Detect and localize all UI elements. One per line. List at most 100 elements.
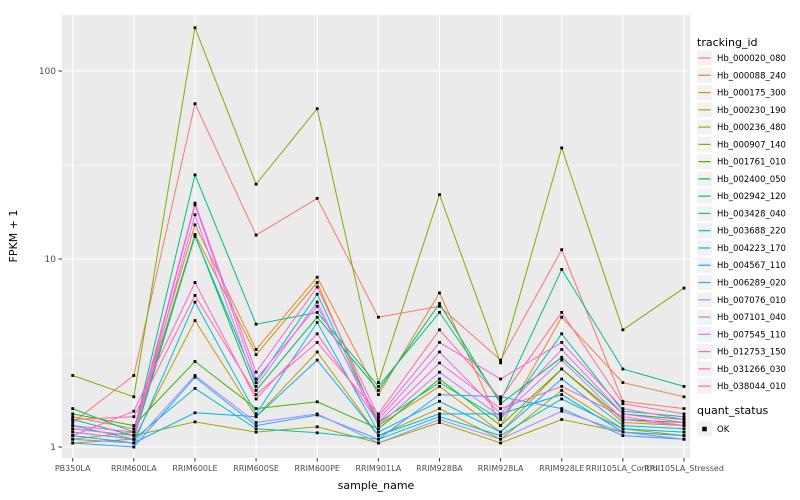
legend-item-label: Hb_001761_010 xyxy=(717,158,786,168)
legend-item-Hb_002400_050: Hb_002400_050 xyxy=(697,171,786,187)
data-point xyxy=(621,434,625,437)
data-point xyxy=(438,399,441,403)
x-tick-label: RRIM600PE xyxy=(294,464,340,473)
data-point xyxy=(254,412,258,416)
data-point xyxy=(71,441,75,445)
data-point xyxy=(621,412,625,416)
data-point xyxy=(438,421,441,424)
data-point xyxy=(499,415,502,419)
legend-item-Hb_000907_140: Hb_000907_140 xyxy=(697,136,786,152)
data-point xyxy=(254,424,258,427)
data-point xyxy=(71,415,75,419)
data-point xyxy=(315,425,319,429)
data-point xyxy=(621,430,625,434)
legend-title-quant-status: quant_status xyxy=(697,404,769,417)
data-point xyxy=(193,234,197,238)
data-point xyxy=(315,300,319,304)
data-point xyxy=(438,412,441,416)
legend-item-Hb_000236_480: Hb_000236_480 xyxy=(697,119,786,135)
data-point xyxy=(315,304,319,308)
y-axis-title: FPKM + 1 xyxy=(7,210,20,263)
data-point xyxy=(377,381,380,384)
data-point xyxy=(377,441,380,445)
data-point xyxy=(132,424,136,427)
x-tick-label: PB350LA xyxy=(55,464,91,473)
data-point xyxy=(315,332,319,336)
data-point xyxy=(315,292,319,296)
axes: 1 10 100 PB350LA RRIM600LA RRIM600LE RRIM600SE… xyxy=(39,67,724,473)
legend-item-label: Hb_002942_120 xyxy=(717,192,786,202)
data-point xyxy=(499,434,502,437)
data-point xyxy=(438,341,441,344)
data-point xyxy=(193,213,197,217)
data-point xyxy=(560,385,564,388)
data-point xyxy=(71,421,75,424)
data-point xyxy=(621,407,625,410)
legend-item-label: Hb_007076_010 xyxy=(717,296,786,306)
data-point xyxy=(315,311,319,314)
x-tick-label: RRIM901LA xyxy=(355,464,401,473)
data-point xyxy=(132,441,136,445)
legend-item-label: Hb_000175_300 xyxy=(717,89,786,99)
legend-item-label: Hb_007101_040 xyxy=(717,313,786,323)
data-point xyxy=(682,434,686,437)
legend-item-label: Hb_002400_050 xyxy=(717,175,786,185)
data-point xyxy=(560,268,564,271)
data-point xyxy=(254,421,258,424)
data-point xyxy=(254,370,258,374)
legend-item-label: Hb_000020_080 xyxy=(717,54,786,64)
data-point xyxy=(132,415,136,419)
data-point xyxy=(438,385,441,388)
data-point xyxy=(499,412,502,416)
x-tick-label: RRIM928LE xyxy=(539,464,584,473)
data-point xyxy=(254,377,258,381)
data-point xyxy=(682,412,686,416)
data-point xyxy=(621,409,625,413)
data-point xyxy=(254,393,258,396)
data-point xyxy=(71,424,75,427)
data-point xyxy=(315,107,319,111)
data-point xyxy=(193,300,197,304)
x-tick-label: RRIM928BA xyxy=(416,464,463,473)
x-axis-title: sample_name xyxy=(338,479,415,492)
data-point xyxy=(315,285,319,289)
data-point xyxy=(315,400,319,404)
data-point xyxy=(438,291,441,295)
data-point xyxy=(193,281,197,284)
data-point xyxy=(193,360,197,363)
data-point xyxy=(621,367,625,371)
data-point xyxy=(315,197,319,200)
data-point xyxy=(71,418,75,421)
data-point xyxy=(71,412,75,416)
legend-item-label: Hb_000088_240 xyxy=(717,71,786,81)
legend-item-Hb_004567_110: Hb_004567_110 xyxy=(697,257,786,273)
data-point xyxy=(560,248,564,252)
legend-item-Hb_038044_010: Hb_038044_010 xyxy=(697,378,786,394)
data-point xyxy=(377,385,380,388)
x-tick-label: RRII105LA_Control xyxy=(586,464,660,473)
x-tick-label: RRIM600LA xyxy=(111,464,157,473)
data-point xyxy=(499,418,502,421)
legend-item-Hb_007076_010: Hb_007076_010 xyxy=(697,292,786,308)
data-point xyxy=(438,302,441,305)
legend-item-label: Hb_031266_030 xyxy=(717,365,786,375)
data-point xyxy=(315,358,319,362)
data-point xyxy=(71,430,75,434)
data-point xyxy=(377,434,380,437)
data-point xyxy=(315,321,319,324)
data-point xyxy=(499,377,502,381)
data-point xyxy=(377,418,380,421)
x-tick-label: RRII105LA_Stressed xyxy=(644,464,724,473)
data-point xyxy=(621,418,625,421)
data-point xyxy=(560,393,564,396)
data-point xyxy=(621,402,625,406)
y-tick-label: 1 xyxy=(50,443,56,453)
data-point xyxy=(71,374,75,377)
legend-item-label: Hb_000230_190 xyxy=(717,106,786,116)
data-point xyxy=(560,315,564,319)
data-point xyxy=(560,377,564,381)
data-point xyxy=(377,415,380,419)
data-point xyxy=(438,311,441,314)
legend-item-label: Hb_000236_480 xyxy=(717,123,786,133)
